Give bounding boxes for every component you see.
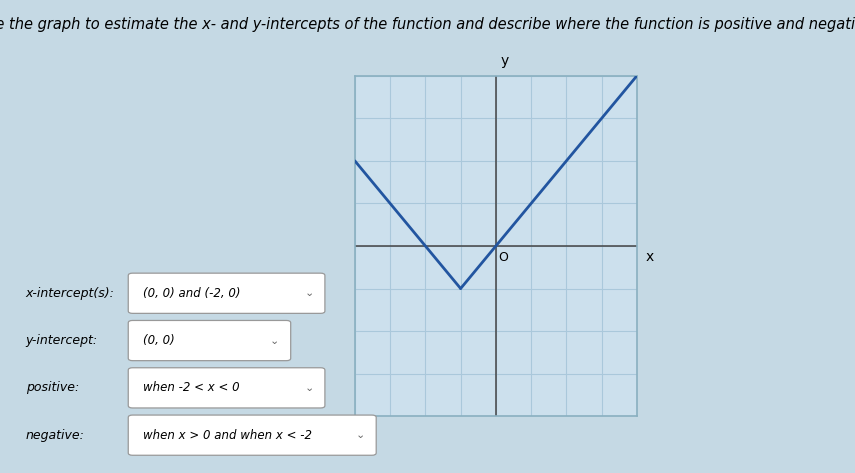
Text: y-intercept:: y-intercept: [26,334,97,347]
Text: (0, 0): (0, 0) [143,334,174,347]
Text: ⌄: ⌄ [304,288,314,298]
Text: positive:: positive: [26,381,79,394]
Text: Use the graph to estimate the x- and y-intercepts of the function and describe w: Use the graph to estimate the x- and y-i… [0,17,855,32]
Text: (0, 0) and (-2, 0): (0, 0) and (-2, 0) [143,287,240,300]
Text: x-intercept(s):: x-intercept(s): [26,287,115,300]
Text: ⌄: ⌄ [356,430,365,440]
Text: negative:: negative: [26,429,85,442]
Text: ⌄: ⌄ [304,383,314,393]
Text: O: O [498,251,509,264]
Text: when x > 0 and when x < -2: when x > 0 and when x < -2 [143,429,312,442]
Text: y: y [500,54,509,68]
Text: ⌄: ⌄ [270,335,280,346]
Text: x: x [646,250,653,263]
Text: when -2 < x < 0: when -2 < x < 0 [143,381,239,394]
